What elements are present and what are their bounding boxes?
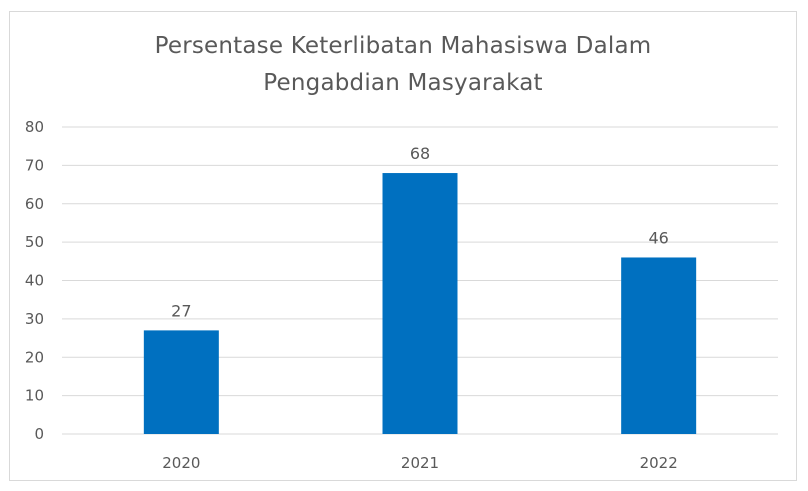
y-tick-label: 0 — [34, 425, 44, 443]
y-tick-label: 10 — [25, 387, 44, 405]
y-tick-label: 30 — [25, 310, 44, 328]
x-category-label-2022: 2022 — [640, 454, 678, 472]
bar-2020 — [143, 330, 219, 434]
x-category-label-2021: 2021 — [401, 454, 439, 472]
bar-2021 — [382, 173, 458, 435]
chart-title: Persentase Keterlibatan Mahasiswa Dalam … — [9, 28, 797, 102]
y-tick-label: 50 — [25, 233, 44, 251]
chart-title-line-2: Pengabdian Masyarakat — [263, 70, 543, 96]
y-tick-label: 80 — [25, 118, 44, 136]
data-label-2022: 46 — [648, 228, 668, 247]
bar-2022 — [621, 257, 697, 434]
bars — [143, 173, 697, 435]
data-label-2020: 27 — [171, 301, 191, 320]
data-label-2021: 68 — [410, 144, 430, 163]
y-tick-label: 40 — [25, 272, 44, 290]
labels: 0 10 20 30 40 50 60 70 80 27 2020 68 2021 46 2022 — [25, 118, 678, 472]
y-tick-label: 20 — [25, 348, 44, 366]
y-tick-label: 60 — [25, 195, 44, 213]
chart-title-line-1: Persentase Keterlibatan Mahasiswa Dalam — [154, 33, 652, 59]
y-tick-label: 70 — [25, 156, 44, 174]
x-category-label-2020: 2020 — [162, 454, 200, 472]
